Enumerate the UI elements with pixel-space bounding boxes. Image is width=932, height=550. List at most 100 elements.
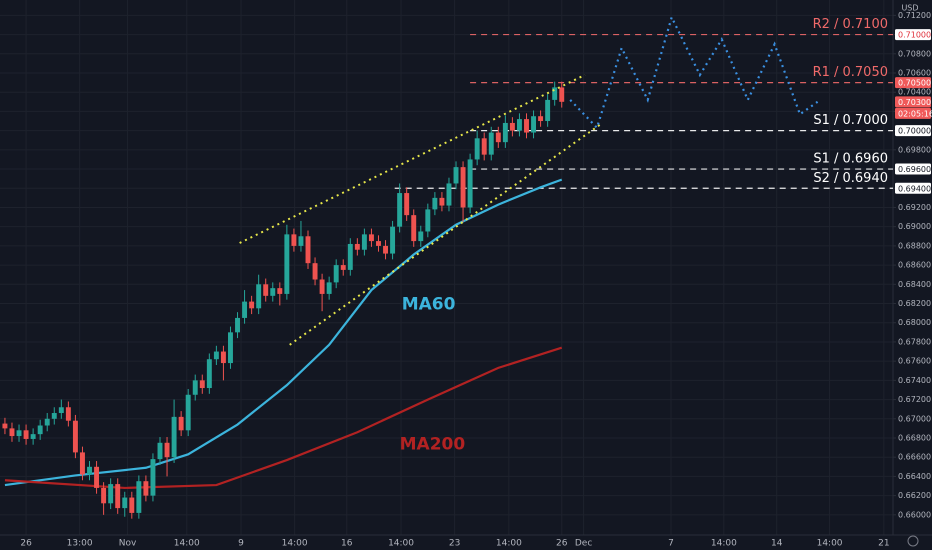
candle-body bbox=[23, 430, 29, 439]
x-tick-label: 16 bbox=[341, 539, 353, 549]
x-tick-label: 14:00 bbox=[496, 539, 522, 549]
candle-body bbox=[192, 380, 198, 395]
y-tick-label: 0.68800 bbox=[898, 241, 931, 250]
price-badge-label: 0.69600 bbox=[898, 165, 931, 174]
candle-body bbox=[383, 245, 389, 254]
candle-body bbox=[404, 193, 410, 216]
candle-body bbox=[418, 231, 424, 242]
candle-body bbox=[65, 407, 71, 421]
candle-body bbox=[552, 87, 558, 100]
candle-body bbox=[249, 301, 255, 309]
candle-body bbox=[326, 282, 332, 294]
candle-body bbox=[531, 116, 537, 133]
candle-body bbox=[361, 234, 367, 250]
candle-body bbox=[44, 418, 50, 426]
x-tick-label: 23 bbox=[449, 539, 460, 549]
x-tick-label: 7 bbox=[668, 539, 674, 549]
candle-body bbox=[545, 99, 551, 122]
candle-body bbox=[263, 284, 269, 296]
y-tick-label: 0.66600 bbox=[898, 453, 931, 462]
level-label: R2 / 0.7100 bbox=[813, 17, 888, 32]
settings-icon[interactable] bbox=[907, 535, 919, 547]
candle-body bbox=[453, 167, 459, 184]
candle-body bbox=[425, 209, 431, 232]
x-tick-label: 21 bbox=[878, 539, 889, 549]
price-badge-label: 0.70300 bbox=[898, 98, 931, 107]
x-tick-label: 14:00 bbox=[282, 539, 308, 549]
x-tick-label: 14 bbox=[771, 539, 783, 549]
price-badge bbox=[895, 182, 931, 194]
candle-body bbox=[72, 420, 78, 453]
candle-body bbox=[347, 243, 353, 270]
series-label: MA200 bbox=[400, 435, 466, 455]
y-tick-label: 0.67800 bbox=[898, 337, 931, 346]
candle-body bbox=[390, 226, 396, 254]
candle-body bbox=[524, 119, 529, 133]
y-tick-label: 0.67600 bbox=[898, 357, 931, 366]
candle-body bbox=[171, 416, 177, 458]
candle-body bbox=[157, 442, 163, 460]
price-badge bbox=[895, 29, 931, 41]
y-tick-label: 0.67200 bbox=[898, 395, 931, 404]
candle-body bbox=[9, 428, 15, 437]
candle-body bbox=[228, 332, 233, 364]
price-badge bbox=[895, 163, 931, 175]
y-tick-label: 0.69000 bbox=[898, 222, 931, 231]
series-label: MA60 bbox=[402, 294, 456, 314]
candle-body bbox=[312, 263, 318, 280]
candle-body bbox=[185, 394, 191, 431]
countdown: 02:05:16 bbox=[898, 109, 932, 118]
candle-body bbox=[439, 197, 445, 206]
candle-body bbox=[319, 279, 325, 294]
y-tick-label: 0.69800 bbox=[898, 145, 931, 154]
moving-average bbox=[4, 178, 563, 487]
x-tick-label: 14:00 bbox=[174, 539, 200, 549]
price-badge bbox=[895, 125, 931, 137]
currency: USD bbox=[901, 4, 918, 13]
candle-body bbox=[270, 288, 276, 296]
x-tick-label: 9 bbox=[238, 539, 244, 549]
candle-body bbox=[136, 481, 142, 513]
channel-line bbox=[239, 74, 586, 244]
candle-body bbox=[460, 167, 466, 208]
price-badge bbox=[895, 96, 931, 108]
candle-body bbox=[376, 241, 381, 246]
countdown-badge bbox=[895, 107, 931, 119]
candle-body bbox=[446, 183, 452, 206]
level-label: R1 / 0.7050 bbox=[813, 65, 888, 80]
y-tick-label: 0.68000 bbox=[898, 318, 931, 327]
candle-body bbox=[101, 487, 107, 504]
candle-body bbox=[397, 193, 403, 227]
candle-body bbox=[538, 116, 544, 122]
y-tick-label: 0.70400 bbox=[898, 88, 931, 97]
candle-body bbox=[206, 359, 212, 389]
candle-body bbox=[129, 497, 135, 513]
candle-body bbox=[559, 87, 565, 102]
y-tick-label: 0.67400 bbox=[898, 376, 931, 385]
candle-body bbox=[37, 425, 43, 435]
projection-path bbox=[569, 14, 819, 130]
candle-body bbox=[178, 416, 184, 431]
candle-body bbox=[502, 122, 508, 143]
candle-body bbox=[411, 215, 417, 242]
y-tick-label: 0.66400 bbox=[898, 472, 931, 481]
y-tick-label: 0.68600 bbox=[898, 261, 931, 270]
candle-body bbox=[242, 301, 248, 318]
candle-body bbox=[256, 284, 262, 309]
candle-body bbox=[150, 459, 156, 496]
level-label: S1 / 0.7000 bbox=[813, 113, 888, 128]
candle-body bbox=[51, 413, 57, 419]
price-badge-label: 0.71000 bbox=[898, 31, 931, 40]
candle-body bbox=[495, 132, 501, 143]
candle-body bbox=[333, 265, 339, 283]
candle-body bbox=[284, 234, 290, 294]
candle-body bbox=[474, 138, 480, 160]
candle-body bbox=[87, 466, 92, 475]
x-tick-label: 14:00 bbox=[817, 539, 843, 549]
y-tick-label: 0.66800 bbox=[898, 433, 931, 442]
candle-body bbox=[2, 423, 8, 429]
y-tick-label: 0.66200 bbox=[898, 491, 931, 500]
y-tick-label: 0.66000 bbox=[898, 510, 931, 519]
candle-body bbox=[298, 236, 304, 246]
